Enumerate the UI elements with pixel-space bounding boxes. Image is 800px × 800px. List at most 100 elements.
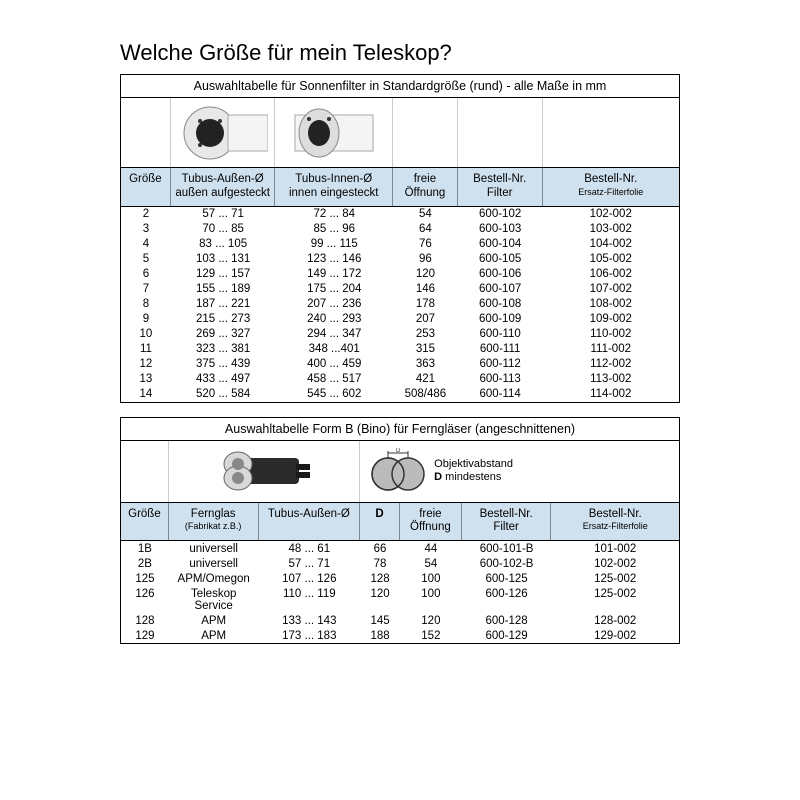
cell: 188: [360, 628, 400, 643]
table1-body: 257 ... 7172 ... 8454600-102102-002370 .…: [121, 207, 679, 402]
col-tubus-inner: Tubus-Innen-Øinnen eingesteckt: [275, 168, 393, 206]
table1-image-row: [121, 98, 679, 168]
cell: 10: [121, 327, 171, 342]
telescope-inner-icon: [289, 103, 379, 163]
cell: 6: [121, 267, 171, 282]
table-row: 7155 ... 189175 ... 204146600-107107-002: [121, 282, 679, 297]
cell: 114-002: [543, 387, 680, 402]
table-row: 6129 ... 157149 ... 172120600-106106-002: [121, 267, 679, 282]
cell: 133 ... 143: [259, 613, 361, 628]
cell: 76: [393, 237, 458, 252]
table2-image-row: D Objektivabstand D D mindestensmindeste…: [121, 441, 679, 503]
cell: 600-112: [458, 357, 543, 372]
cell: 600-128: [462, 613, 552, 628]
cell: 106-002: [543, 267, 680, 282]
cell: 600-108: [458, 297, 543, 312]
cell: APM: [169, 613, 259, 628]
cell: 400 ... 459: [275, 357, 393, 372]
cell: 101-002: [551, 541, 679, 556]
cell: 421: [393, 372, 458, 387]
cell: 128: [360, 571, 400, 586]
col2-fernglas: Fernglas(Fabrikat z.B.): [169, 503, 259, 541]
cell: 149 ... 172: [275, 267, 393, 282]
binocular-icon: [214, 448, 314, 494]
cell: 8: [121, 297, 171, 312]
page-title: Welche Größe für mein Teleskop?: [120, 40, 680, 66]
table-row: 14520 ... 584545 ... 602508/486600-11411…: [121, 387, 679, 402]
cell: 54: [393, 207, 458, 222]
cell: 128: [121, 613, 169, 628]
cell: 78: [360, 556, 400, 571]
col2-size: Größe: [121, 503, 169, 541]
cell: 112-002: [543, 357, 680, 372]
cell: 600-109: [458, 312, 543, 327]
cell: 48 ... 61: [259, 541, 361, 556]
cell: 104-002: [543, 237, 680, 252]
table-row: 12375 ... 439400 ... 459363600-112112-00…: [121, 357, 679, 372]
cell: 126: [121, 586, 169, 613]
cell: 600-103: [458, 222, 543, 237]
table-telescope: Auswahltabelle für Sonnenfilter in Stand…: [120, 74, 680, 403]
table-row: 125APM/Omegon107 ... 126128100600-125125…: [121, 571, 679, 586]
col-order-filter: Bestell-Nr.Filter: [458, 168, 543, 206]
cell: 7: [121, 282, 171, 297]
cell: 102-002: [551, 556, 679, 571]
cell: 146: [393, 282, 458, 297]
cell: 187 ... 221: [171, 297, 276, 312]
col-opening: freieÖffnung: [393, 168, 458, 206]
cell: 600-105: [458, 252, 543, 267]
cell: 240 ... 293: [275, 312, 393, 327]
table-row: 129APM173 ... 183188152600-129129-002: [121, 628, 679, 643]
col-size: Größe: [121, 168, 171, 206]
col-order-foil: Bestell-Nr.Ersatz-Filterfolie: [543, 168, 680, 206]
cell: 57 ... 71: [259, 556, 361, 571]
table-row: 126Teleskop Service110 ... 119120100600-…: [121, 586, 679, 613]
cell: 323 ... 381: [171, 342, 276, 357]
col-tubus-outer: Tubus-Außen-Øaußen aufgesteckt: [171, 168, 276, 206]
cell: 152: [400, 628, 462, 643]
col2-opening: freieÖffnung: [400, 503, 462, 541]
cell: 111-002: [543, 342, 680, 357]
cell: 120: [393, 267, 458, 282]
cell: 175 ... 204: [275, 282, 393, 297]
cell: 105-002: [543, 252, 680, 267]
cell: 107 ... 126: [259, 571, 361, 586]
cell: 129: [121, 628, 169, 643]
cell: 102-002: [543, 207, 680, 222]
cell: 85 ... 96: [275, 222, 393, 237]
cell: Teleskop Service: [169, 586, 259, 613]
cell: 458 ... 517: [275, 372, 393, 387]
cell: 363: [393, 357, 458, 372]
cell: 5: [121, 252, 171, 267]
cell: 600-113: [458, 372, 543, 387]
col2-d: D: [360, 503, 400, 541]
cell: 64: [393, 222, 458, 237]
table1-header: Größe Tubus-Außen-Øaußen aufgesteckt Tub…: [121, 168, 679, 207]
cell: 125-002: [551, 571, 679, 586]
cell: 433 ... 497: [171, 372, 276, 387]
cell: 113-002: [543, 372, 680, 387]
cell: 66: [360, 541, 400, 556]
cell: 294 ... 347: [275, 327, 393, 342]
svg-text:D: D: [396, 448, 401, 454]
cell: 9: [121, 312, 171, 327]
table-row: 8187 ... 221207 ... 236178600-108108-002: [121, 297, 679, 312]
cell: 120: [360, 586, 400, 613]
cell: 125: [121, 571, 169, 586]
cell: 600-101-B: [462, 541, 552, 556]
cell: 2: [121, 207, 171, 222]
table-row: 1Buniversell48 ... 616644600-101-B101-00…: [121, 541, 679, 556]
cell: 600-129: [462, 628, 552, 643]
cell: 57 ... 71: [171, 207, 276, 222]
cell: 207: [393, 312, 458, 327]
cell: 123 ... 146: [275, 252, 393, 267]
cell: 600-114: [458, 387, 543, 402]
cell: 207 ... 236: [275, 297, 393, 312]
cell: 108-002: [543, 297, 680, 312]
cell: 600-111: [458, 342, 543, 357]
cell: 508/486: [393, 387, 458, 402]
cell: 103 ... 131: [171, 252, 276, 267]
cell: 107-002: [543, 282, 680, 297]
cell: 129 ... 157: [171, 267, 276, 282]
cell: 14: [121, 387, 171, 402]
